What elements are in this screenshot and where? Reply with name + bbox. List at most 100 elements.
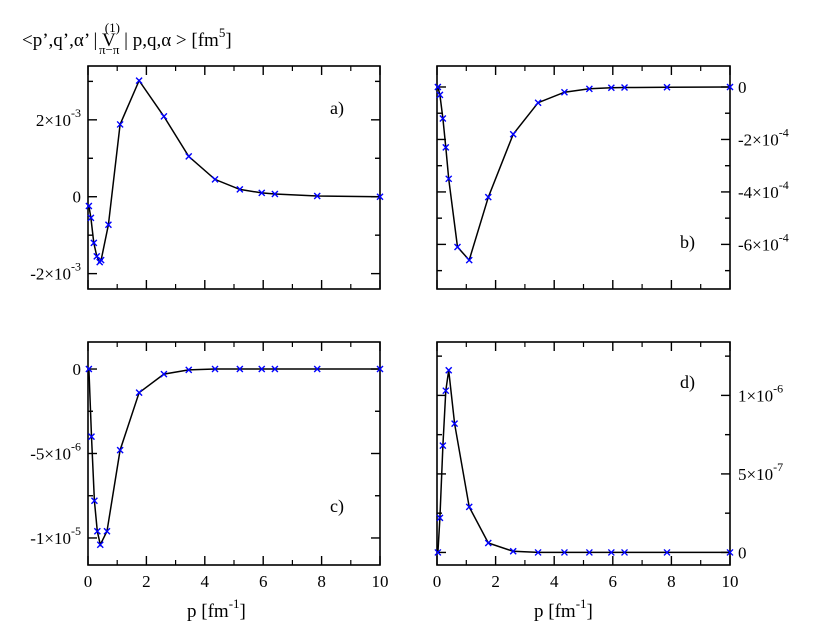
x-tick-label: 6 xyxy=(609,572,618,591)
title-close: ] xyxy=(225,30,231,51)
data-point xyxy=(211,175,219,183)
series-line xyxy=(437,370,730,554)
data-point xyxy=(439,114,447,122)
x-tick-label: 2 xyxy=(142,572,151,591)
title-suffix: | p,q,α > [fm xyxy=(119,30,219,51)
title-sup: (1) xyxy=(105,20,120,35)
y-tick-label: 0 xyxy=(738,543,747,562)
data-point xyxy=(258,365,266,373)
data-point xyxy=(96,541,104,549)
data-point xyxy=(442,143,450,151)
x-tick-label: 10 xyxy=(722,572,739,591)
data-point xyxy=(509,130,517,138)
data-point xyxy=(585,85,593,93)
data-point xyxy=(663,548,671,556)
data-point xyxy=(258,189,266,197)
panel-label: d) xyxy=(680,372,695,393)
data-point xyxy=(313,365,321,373)
data-point xyxy=(434,83,442,91)
figure-title: <p’,q’,α’ | V(1) π−π | p,q,α > [fm5] xyxy=(22,20,232,57)
data-point xyxy=(465,256,473,264)
y-tick-label: 0 xyxy=(738,78,747,97)
y-tick-label: 2×10-3 xyxy=(36,106,81,130)
data-point xyxy=(585,548,593,556)
data-point xyxy=(135,77,143,85)
data-point xyxy=(436,91,444,99)
x-tick-label: 10 xyxy=(372,572,389,591)
data-point xyxy=(445,175,453,183)
panel-label: a) xyxy=(330,98,344,119)
y-tick-label: 5×10-7 xyxy=(738,460,783,484)
data-point xyxy=(236,365,244,373)
data-point xyxy=(607,548,615,556)
data-point xyxy=(451,420,459,428)
data-point xyxy=(90,497,98,505)
y-tick-label: 0 xyxy=(73,188,82,207)
panel-label: c) xyxy=(330,496,344,517)
xlabel-left: p [fm-1] xyxy=(187,596,246,622)
data-point xyxy=(93,527,101,535)
data-point xyxy=(271,365,279,373)
data-point xyxy=(103,527,111,535)
xlabel-right: p [fm-1] xyxy=(534,596,593,622)
data-point xyxy=(90,239,98,247)
y-tick-label: -6×10-4 xyxy=(738,230,789,254)
panel-b: -6×10-4 -4×10-4 -2×10-4 0 b) xyxy=(434,65,789,290)
data-point xyxy=(87,214,95,222)
data-point xyxy=(607,84,615,92)
data-point xyxy=(663,83,671,91)
x-tick-label: 4 xyxy=(201,572,210,591)
x-tick-label: 8 xyxy=(317,572,326,591)
data-point xyxy=(313,192,321,200)
data-point xyxy=(534,99,542,107)
title-sub: π−π xyxy=(99,42,120,57)
data-point xyxy=(454,243,462,251)
data-point xyxy=(726,83,734,91)
data-point xyxy=(376,365,384,373)
data-point xyxy=(560,88,568,96)
x-tick-label: 6 xyxy=(259,572,268,591)
title-prefix: <p’,q’,α’ | V xyxy=(22,30,116,51)
data-point xyxy=(88,433,95,441)
data-point xyxy=(621,84,629,92)
data-point xyxy=(434,548,442,556)
y-tick-label: 0 xyxy=(73,360,82,379)
data-point xyxy=(116,120,124,128)
data-point xyxy=(484,193,492,201)
plot-frame xyxy=(87,341,381,566)
data-point xyxy=(445,366,453,374)
x-tick-label: 2 xyxy=(491,572,500,591)
x-tick-label: 0 xyxy=(84,572,93,591)
plot-frame xyxy=(436,65,731,290)
title-unit-exp: 5 xyxy=(219,25,226,40)
data-point xyxy=(85,202,93,210)
data-point xyxy=(509,547,517,555)
y-tick-label: -1×10-5 xyxy=(30,524,81,548)
y-tick-label: -4×10-4 xyxy=(738,178,789,202)
data-point xyxy=(442,387,450,395)
x-tick-label: 0 xyxy=(433,572,442,591)
data-point xyxy=(436,514,444,522)
data-point xyxy=(185,152,193,160)
y-tick-label: 1×10-6 xyxy=(738,381,783,405)
series-line xyxy=(88,368,380,547)
y-tick-label: -2×10-3 xyxy=(30,260,81,284)
data-point xyxy=(185,366,193,374)
data-point xyxy=(439,442,447,450)
panel-c: 0 2 4 6 8 10 -1×10-5 -5×10-6 0 c) xyxy=(30,341,389,591)
panels: -2×10-3 0 2×10-3 a) -6×10-4 -4×10-4 -2×10-4 0 b)… xyxy=(30,65,789,591)
y-tick-label: -2×10-4 xyxy=(738,125,789,149)
data-point xyxy=(465,503,473,511)
data-point xyxy=(484,539,492,547)
series-line xyxy=(437,86,731,262)
data-point xyxy=(271,190,279,198)
data-point xyxy=(160,370,168,378)
x-tick-label: 8 xyxy=(667,572,676,591)
data-point xyxy=(376,193,384,201)
data-point xyxy=(211,365,219,373)
data-point xyxy=(621,548,629,556)
x-tick-label: 4 xyxy=(550,572,559,591)
panel-label: b) xyxy=(680,232,695,253)
data-point xyxy=(104,221,112,229)
